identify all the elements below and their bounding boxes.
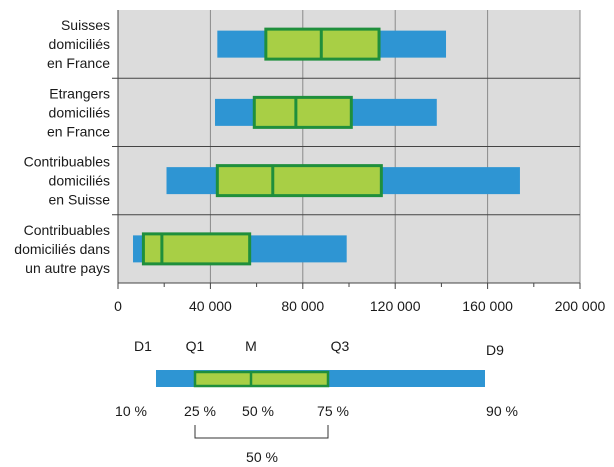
- iqr-box: [141, 232, 252, 266]
- category-label-line: en Suisse: [49, 192, 111, 208]
- legend-bracket-label: 50 %: [246, 449, 278, 465]
- legend-label-m: M: [245, 338, 257, 354]
- category-label-line: un autre pays: [25, 260, 110, 276]
- data-boxes: [133, 27, 520, 266]
- x-tick-label: 160 000: [462, 298, 513, 314]
- category-label: Suisses domiciliés en France: [47, 17, 110, 71]
- category-label-line: Contribuables: [24, 154, 110, 170]
- legend-pct-75: 75 %: [317, 403, 349, 419]
- legend-label-q3: Q3: [331, 338, 350, 354]
- category-label-line: domiciliés: [49, 173, 110, 189]
- box-row-1: [215, 95, 437, 129]
- legend-pct-25: 25 %: [184, 403, 216, 419]
- plot-area: [112, 10, 581, 284]
- x-tick-label: 80 000: [281, 298, 324, 314]
- legend-explanation: D1 Q1 M Q3 D9 10 % 25 % 50 % 75 % 90 % 5…: [115, 338, 518, 465]
- category-label-line: domiciliés dans: [14, 241, 110, 257]
- box-row-2: [166, 164, 520, 198]
- legend-pct-50: 50 %: [242, 403, 274, 419]
- x-tick-label: 0: [114, 298, 122, 314]
- legend-bracket: [194, 425, 329, 439]
- x-axis-ticks: 0 40 000 80 000 120 000 160 000 200 000: [114, 283, 606, 314]
- legend-label-d1: D1: [134, 338, 152, 354]
- category-label: Etrangers domiciliés en France: [47, 85, 110, 139]
- category-label: Contribuables domiciliés dans un autre pay…: [14, 222, 110, 276]
- category-label-line: domiciliés: [49, 104, 110, 120]
- x-tick-label: 200 000: [555, 298, 606, 314]
- legend-label-q1: Q1: [186, 338, 205, 354]
- row-dividers: [112, 77, 580, 216]
- box-row-0: [217, 27, 447, 61]
- box-row-3: [133, 232, 347, 266]
- x-tick-label: 40 000: [189, 298, 232, 314]
- category-label: Contribuables domiciliés en Suisse: [24, 154, 111, 208]
- iqr-box: [252, 95, 353, 129]
- category-label-line: Suisses: [61, 17, 110, 33]
- legend-label-d9: D9: [486, 342, 504, 358]
- category-label-line: en France: [47, 55, 110, 71]
- iqr-box: [215, 164, 383, 198]
- category-label-line: en France: [47, 123, 110, 139]
- y-axis-labels: Suisses domiciliés en France Etrangers domic…: [14, 17, 110, 276]
- x-tick-label: 120 000: [370, 298, 421, 314]
- category-label-line: Etrangers: [49, 85, 110, 101]
- legend-iqr-box: [193, 370, 330, 388]
- category-label-line: Contribuables: [24, 222, 110, 238]
- legend-pct-90: 90 %: [486, 403, 518, 419]
- category-label-line: domiciliés: [49, 36, 110, 52]
- legend-pct-10: 10 %: [115, 403, 147, 419]
